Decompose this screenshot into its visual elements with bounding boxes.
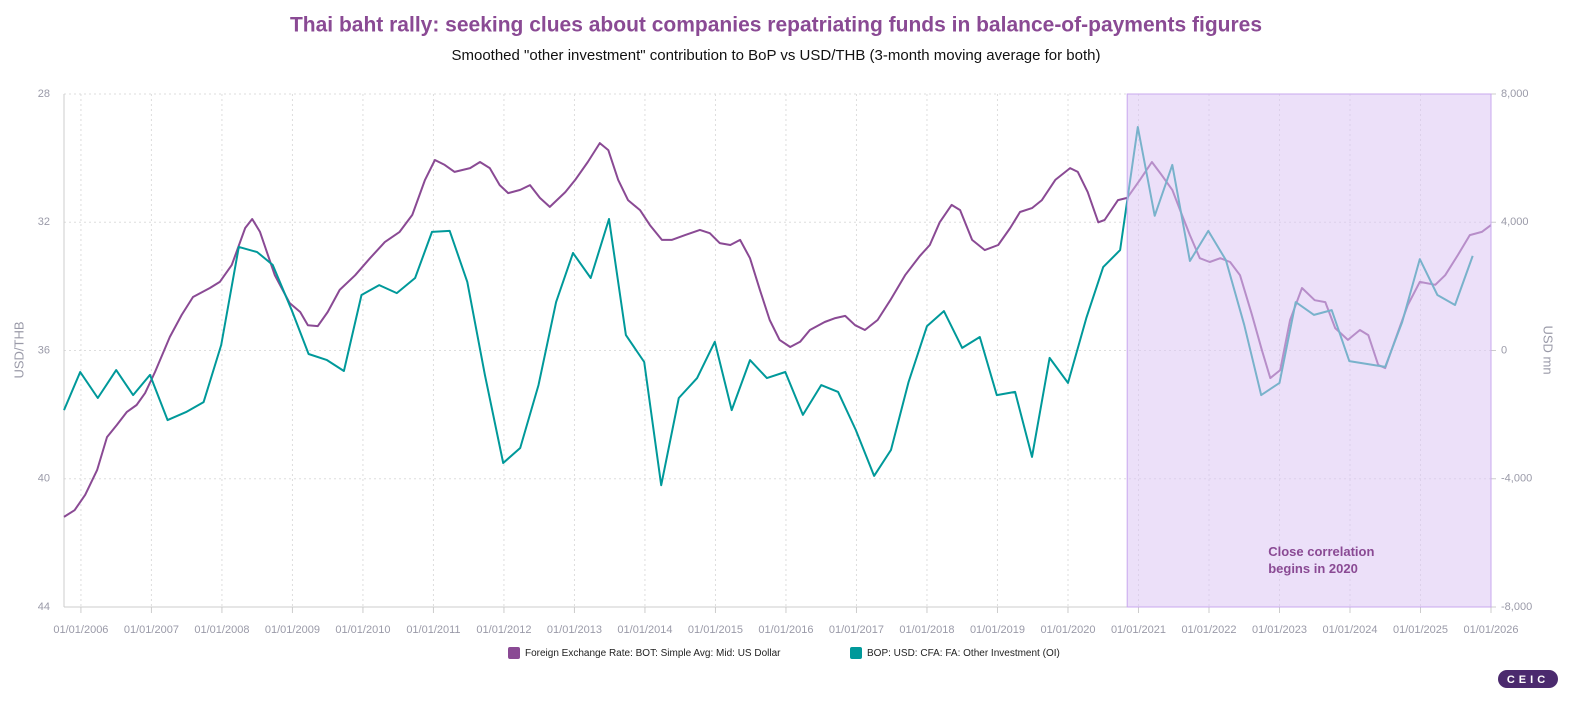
x-tick-label: 01/01/2019	[970, 624, 1025, 636]
legend-swatch	[850, 647, 862, 659]
y-tick-label: 36	[38, 344, 50, 356]
y-tick-label: 40	[38, 473, 50, 485]
annotation: Close correlation	[1268, 544, 1374, 559]
x-tick-label: 01/01/2025	[1393, 624, 1448, 636]
x-tick-label: 01/01/2011	[406, 624, 460, 636]
y2-tick-label: 4,000	[1501, 216, 1529, 228]
x-tick-label: 01/01/2022	[1181, 624, 1236, 636]
brand-logo: CEIC	[1498, 670, 1558, 688]
logo-badge	[1498, 670, 1558, 688]
x-tick-label: 01/01/2021	[1111, 624, 1166, 636]
x-tick-label: 01/01/2023	[1252, 624, 1307, 636]
x-tick-label: 01/01/2010	[335, 624, 390, 636]
x-tick-label: 01/01/2006	[53, 624, 108, 636]
x-tick-label: 01/01/2016	[758, 624, 813, 636]
legend-swatch	[508, 647, 520, 659]
y-tick-label: 32	[38, 216, 50, 228]
x-tick-label: 01/01/2015	[688, 624, 743, 636]
y2-tick-label: 8,000	[1501, 88, 1529, 100]
annotation: begins in 2020	[1268, 561, 1358, 576]
legend-item[interactable]: Foreign Exchange Rate: BOT: Simple Avg: …	[508, 647, 781, 659]
y-tick-label: 28	[38, 88, 50, 100]
y2-axis-label: USD mn	[1541, 325, 1556, 374]
x-tick-label: 01/01/2026	[1463, 624, 1518, 636]
chart-title: Thai baht rally: seeking clues about com…	[290, 14, 1262, 37]
chart-subtitle: Smoothed "other investment" contribution…	[451, 47, 1100, 64]
x-tick-label: 01/01/2013	[547, 624, 602, 636]
x-tick-label: 01/01/2017	[829, 624, 884, 636]
legend-item[interactable]: BOP: USD: CFA: FA: Other Investment (OI)	[850, 647, 1060, 659]
legend-label: Foreign Exchange Rate: BOT: Simple Avg: …	[525, 648, 781, 659]
highlight-region	[1126, 93, 1492, 608]
logo-text: CEIC	[1507, 674, 1549, 686]
x-tick-label: 01/01/2020	[1040, 624, 1095, 636]
y2-tick-label: 0	[1501, 344, 1507, 356]
y2-tick-label: -8,000	[1501, 601, 1532, 613]
y2-tick-label: -4,000	[1501, 473, 1532, 485]
legend-label: BOP: USD: CFA: FA: Other Investment (OI)	[867, 648, 1060, 659]
x-tick-label: 01/01/2007	[124, 624, 179, 636]
x-tick-label: 01/01/2008	[194, 624, 249, 636]
x-tick-label: 01/01/2012	[476, 624, 531, 636]
x-tick-label: 01/01/2024	[1322, 624, 1377, 636]
x-tick-label: 01/01/2018	[899, 624, 954, 636]
x-tick-label: 01/01/2014	[617, 624, 672, 636]
x-tick-label: 01/01/2009	[265, 624, 320, 636]
y-axis-label: USD/THB	[11, 321, 26, 378]
y-tick-label: 44	[38, 601, 50, 613]
